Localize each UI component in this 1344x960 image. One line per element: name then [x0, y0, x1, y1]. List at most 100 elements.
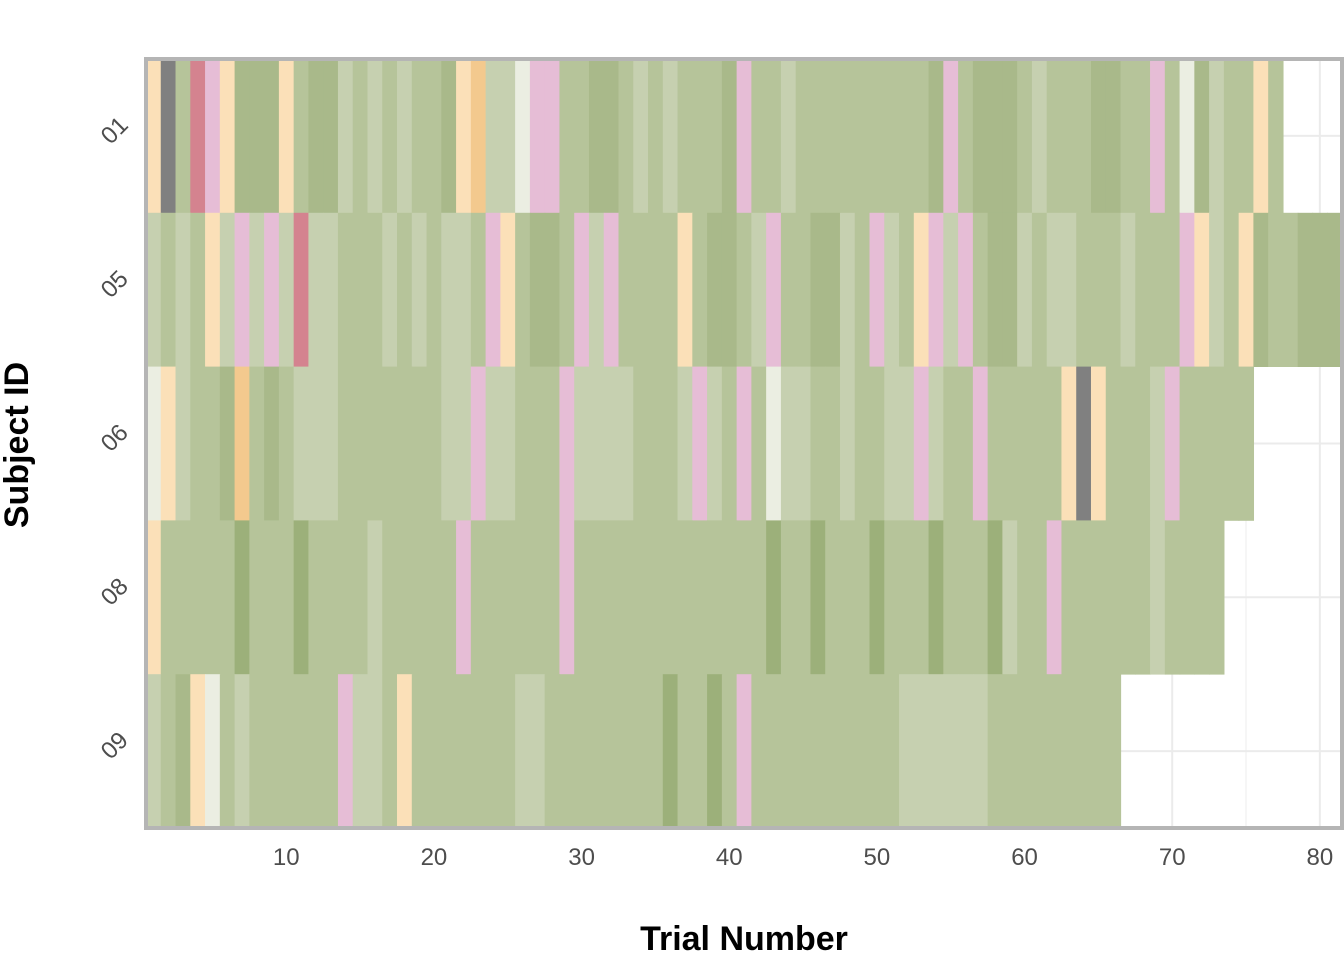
heatmap-cell: Subject 08, trial 32: mid green [603, 520, 620, 675]
heatmap-cell: Subject 09, trial 19: mid green [411, 674, 428, 829]
heatmap-cell: Subject 08, trial 64: mid green [1076, 520, 1092, 675]
heatmap-cell: Subject 06, trial 45: light green [795, 366, 812, 521]
heatmap-cell: Subject 05, trial 19: light green [411, 212, 428, 367]
heatmap-cell: Subject 01, trial 38: mid green [692, 59, 708, 214]
heatmap-cell: Subject 01, trial 19: mid green [411, 59, 428, 214]
heatmap-cell: Subject 06, trial 72: mid green [1194, 366, 1210, 521]
heatmap-cell: Subject 09, trial 30: mid green [574, 674, 590, 829]
heatmap-cell: Subject 05, trial 1: light green [146, 212, 162, 367]
heatmap-cell: Subject 05, trial 13: light green [323, 212, 339, 367]
heatmap-cell: Subject 01, trial 12: green [308, 59, 324, 214]
heatmap-cell: Subject 05, trial 18: mid green [397, 212, 413, 367]
heatmap-cell: Subject 09, trial 61: mid green [1031, 674, 1048, 829]
x-tick-label: 30 [568, 844, 595, 871]
heatmap-cell: Subject 05, trial 70: mid green [1164, 212, 1181, 367]
heatmap-cell: Subject 08, trial 35: mid green [648, 520, 664, 675]
heatmap-cell: Subject 05, trial 2: mid green [160, 212, 177, 367]
heatmap-cell: Subject 09, trial 11: mid green [293, 674, 310, 829]
heatmap-cell: Subject 06, trial 8: mid green [249, 366, 265, 521]
heatmap-cell: Subject 06, trial 20: mid green [426, 366, 442, 521]
heatmap-cell: Subject 08, trial 59: light green [1002, 520, 1018, 675]
heatmap-cell: Subject 01, trial 64: mid green [1076, 59, 1092, 214]
heatmap-cell: Subject 05, trial 37: light orange [677, 212, 693, 367]
panel-border [144, 57, 1344, 830]
heatmap-cell: Subject 08, trial 60: mid green [1017, 520, 1033, 675]
heatmap-cell: Subject 06, trial 31: light green [588, 366, 605, 521]
heatmap-cell: Subject 01, trial 43: mid green [766, 59, 782, 214]
heatmap-cell: Subject 09, trial 28: mid green [544, 674, 561, 829]
heatmap-cell: Subject 01, trial 48: mid green [839, 59, 856, 214]
heatmap-cell: Subject 08, trial 8: mid green [249, 520, 265, 675]
x-tick-label: 10 [273, 844, 300, 871]
heatmap-cell: Subject 06, trial 34: mid green [633, 366, 649, 521]
heatmap-cell: Subject 06, trial 10: mid green [278, 366, 295, 521]
heatmap-cell: Subject 08, trial 15: mid green [352, 520, 369, 675]
heatmap-cell: Subject 08, trial 12: mid green [308, 520, 324, 675]
heatmap-cell: Subject 06, trial 29: pink [559, 366, 575, 521]
heatmap-cell: Subject 09, trial 60: mid green [1017, 674, 1033, 829]
heatmap-cell: Subject 08, trial 3: mid green [175, 520, 191, 675]
heatmap-cell: Subject 08, trial 47: mid green [825, 520, 841, 675]
heatmap-cell: Subject 01, trial 13: green [323, 59, 339, 214]
heatmap-cell: Subject 06, trial 5: mid green [205, 366, 221, 521]
heatmap-cell: Subject 05, trial 79: green [1297, 212, 1314, 367]
heatmap-cell: Subject 01, trial 23: orange [470, 59, 487, 214]
heatmap-cell: Subject 06, trial 36: mid green [662, 366, 679, 521]
heatmap-cell: Subject 01, trial 51: mid green [884, 59, 900, 214]
heatmap-cell: Subject 01, trial 24: light green [485, 59, 501, 214]
heatmap-cell: Subject 09, trial 4: light orange [190, 674, 206, 829]
heatmap-cell: Subject 05, trial 8: light green [249, 212, 265, 367]
heatmap-cell: Subject 05, trial 39: green [707, 212, 723, 367]
heatmap-cell: Subject 08, trial 53: mid green [913, 520, 930, 675]
heatmap-cell: Subject 08, trial 20: mid green [426, 520, 442, 675]
heatmap-cell: Subject 09, trial 51: mid green [884, 674, 900, 829]
heatmap-cell: Subject 01, trial 65: green [1090, 59, 1107, 214]
heatmap-cell: Subject 06, trial 46: mid green [810, 366, 826, 521]
heatmap-cell: Subject 05, trial 29: mid green [559, 212, 575, 367]
heatmap-cell: Subject 05, trial 50: pink [869, 212, 885, 367]
heatmap-cell: Subject 05, trial 9: pink [264, 212, 280, 367]
heatmap-cell: Subject 05, trial 5: light orange [205, 212, 221, 367]
heatmap-cell: Subject 05, trial 7: pink [234, 212, 250, 367]
heatmap-cell: Subject 06, trial 35: mid green [648, 366, 664, 521]
heatmap-cell: Subject 08, trial 38: mid green [692, 520, 708, 675]
y-tick-label: 06 [96, 419, 134, 457]
heatmap-cell: Subject 08, trial 62: pink [1046, 520, 1063, 675]
heatmap-cell: Subject 05, trial 24: pink [485, 212, 501, 367]
heatmap-cell: Subject 05, trial 33: mid green [618, 212, 634, 367]
y-tick-label: 09 [96, 727, 134, 765]
heatmap-cell: Subject 08, trial 21: mid green [441, 520, 457, 675]
heatmap-cell: Subject 05, trial 15: mid green [352, 212, 369, 367]
heatmap-cell: Subject 01, trial 21: green [441, 59, 457, 214]
heatmap-cell: Subject 05, trial 46: green [810, 212, 826, 367]
heatmap-cell: Subject 08, trial 48: mid green [839, 520, 856, 675]
heatmap-cell: Subject 06, trial 33: light green [618, 366, 634, 521]
heatmap-cell: Subject 09, trial 63: mid green [1061, 674, 1077, 829]
heatmap-cell: Subject 08, trial 4: mid green [190, 520, 206, 675]
heatmap-cell: Subject 01, trial 15: mid green [352, 59, 369, 214]
heatmap-cell: Subject 08, trial 65: mid green [1090, 520, 1107, 675]
heatmap-cell: Subject 01, trial 26: near white [515, 59, 531, 214]
heatmap-cell: Subject 08, trial 61: mid green [1031, 520, 1048, 675]
heatmap-cell: Subject 05, trial 21: light green [441, 212, 457, 367]
heatmap-cell: Subject 01, trial 9: green [264, 59, 280, 214]
heatmap-cell: Subject 09, trial 56: light green [958, 674, 974, 829]
heatmap-cell: Subject 06, trial 57: pink [972, 366, 989, 521]
heatmap-cell: Subject 01, trial 14: light green [337, 59, 354, 214]
heatmap-cell: Subject 01, trial 42: mid green [751, 59, 767, 214]
heatmap-cell: Subject 08, trial 56: mid green [958, 520, 974, 675]
x-tick-label: 70 [1159, 844, 1186, 871]
heatmap-cell: Subject 05, trial 12: light green [308, 212, 324, 367]
heatmap-cell: Subject 09, trial 64: mid green [1076, 674, 1092, 829]
heatmap-cell: Subject 08, trial 31: mid green [588, 520, 605, 675]
x-axis-ticks: 10 20 30 40 50 60 70 80 [273, 844, 1333, 871]
heatmap-cell: Subject 09, trial 39: dark green [707, 674, 723, 829]
heatmap-cell: Subject 08, trial 16: light green [367, 520, 383, 675]
heatmap-cell: Subject 06, trial 73: mid green [1209, 366, 1225, 521]
heatmap-cell: Subject 01, trial 54: green [928, 59, 944, 214]
heatmap-cell: Subject 08, trial 72: mid green [1194, 520, 1210, 675]
heatmap-cell: Subject 05, trial 23: mid green [470, 212, 487, 367]
heatmap-cell: Subject 06, trial 3: light green [175, 366, 191, 521]
x-tick-label: 80 [1307, 844, 1334, 871]
heatmap-cell: Subject 08, trial 11: dark green [293, 520, 310, 675]
